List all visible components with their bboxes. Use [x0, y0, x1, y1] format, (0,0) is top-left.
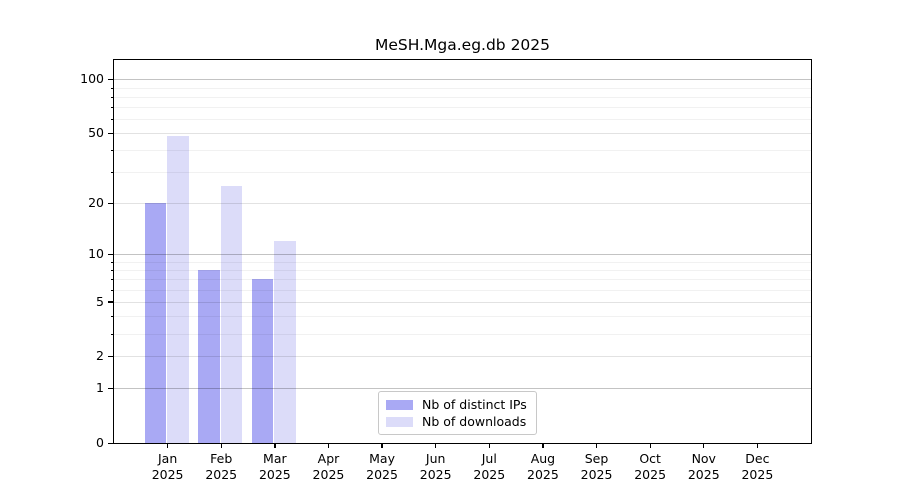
bar-downloads-feb [220, 186, 243, 443]
gridline-3 [114, 333, 811, 335]
bar-downloads-jan [167, 136, 189, 443]
gridline-20 [114, 203, 811, 205]
legend-swatch-downloads [386, 416, 413, 427]
y-minor-tick-80 [110, 96, 113, 98]
y-tick-1 [108, 387, 113, 390]
y-tick-2 [108, 355, 113, 358]
y-minor-tick-8 [110, 269, 113, 271]
y-tick-20 [108, 202, 113, 204]
x-tick-label-aug: Aug 2025 [527, 451, 559, 482]
gridline-6 [114, 289, 811, 291]
y-minor-tick-9 [110, 261, 113, 263]
y-tick-label-100: 100 [80, 71, 104, 87]
x-tick-mar [274, 443, 276, 448]
x-tick-label-may: May 2025 [366, 451, 398, 482]
x-tick-label-jun: Jun 2025 [419, 451, 452, 482]
y-minor-tick-4 [110, 316, 113, 318]
gridline-80 [114, 96, 811, 98]
x-tick-apr [327, 443, 330, 448]
y-tick-0 [108, 442, 113, 444]
x-tick-label-sep: Sep 2025 [580, 451, 613, 482]
legend-swatch-distinct-ips [386, 399, 413, 410]
x-tick-label-mar: Mar 2025 [258, 451, 291, 482]
y-tick-label-10: 10 [88, 246, 104, 262]
gridline-50 [114, 133, 811, 135]
y-tick-label-2: 2 [96, 348, 104, 364]
x-tick-label-feb: Feb 2025 [205, 451, 238, 482]
y-minor-tick-60 [110, 119, 113, 121]
gridline-5 [114, 301, 811, 303]
x-tick-label-nov: Nov 2025 [687, 451, 720, 482]
gridline-8 [114, 269, 811, 271]
x-tick-nov [703, 443, 705, 448]
chart-title: MeSH.Mga.eg.db 2025 [374, 36, 551, 54]
bar-distinct-ips-feb [198, 269, 220, 443]
gridline-60 [114, 119, 811, 121]
x-tick-dec [756, 443, 759, 448]
gridline-1 [114, 388, 811, 390]
y-tick-50 [108, 132, 113, 134]
legend: Nb of distinct IPs Nb of downloads [378, 391, 537, 435]
y-tick-label-5: 5 [96, 293, 104, 309]
x-tick-feb [220, 443, 222, 448]
y-tick-100 [108, 78, 113, 81]
y-tick-10 [108, 253, 113, 255]
x-tick-label-apr: Apr 2025 [312, 451, 345, 482]
y-minor-tick-70 [110, 107, 113, 109]
y-minor-tick-40 [110, 150, 113, 152]
gridline-40 [114, 150, 811, 152]
y-tick-label-0: 0 [96, 435, 104, 450]
y-tick-label-20: 20 [88, 195, 104, 211]
y-minor-tick-3 [110, 333, 113, 335]
x-tick-label-jan: Jan 2025 [151, 451, 184, 482]
y-minor-tick-30 [110, 172, 113, 174]
x-tick-label-jul: Jul 2025 [473, 451, 506, 482]
y-minor-tick-7 [110, 279, 113, 281]
bar-distinct-ips-jan [144, 203, 167, 443]
y-tick-label-1: 1 [96, 380, 104, 396]
x-tick-aug [542, 443, 544, 448]
gridline-90 [114, 87, 811, 89]
plot-area [114, 60, 811, 443]
gridline-2 [114, 356, 811, 358]
gridline-7 [114, 279, 811, 281]
y-tick-5 [108, 301, 113, 303]
x-tick-jul [488, 443, 490, 448]
x-tick-label-oct: Oct 2025 [634, 451, 667, 482]
y-minor-tick-6 [110, 289, 113, 291]
gridline-100 [114, 79, 811, 81]
x-tick-jan [167, 443, 169, 448]
legend-label-distinct-ips: Nb of distinct IPs [422, 397, 527, 412]
legend-item-distinct-ips: Nb of distinct IPs [386, 397, 527, 412]
gridline-9 [114, 261, 811, 263]
legend-label-downloads: Nb of downloads [422, 414, 527, 429]
y-minor-tick-90 [110, 87, 113, 89]
bar-downloads-mar [274, 240, 296, 443]
x-tick-jun [435, 443, 437, 448]
x-tick-sep [595, 443, 598, 448]
x-tick-may [381, 443, 383, 448]
gridline-70 [114, 107, 811, 109]
bar-distinct-ips-mar [251, 279, 274, 443]
x-tick-oct [649, 443, 651, 448]
gridline-4 [114, 316, 811, 318]
x-tick-label-dec: Dec 2025 [741, 451, 774, 482]
legend-item-downloads: Nb of downloads [386, 414, 527, 429]
y-tick-label-50: 50 [88, 125, 104, 141]
gridline-10 [114, 254, 811, 256]
gridline-30 [114, 172, 811, 174]
